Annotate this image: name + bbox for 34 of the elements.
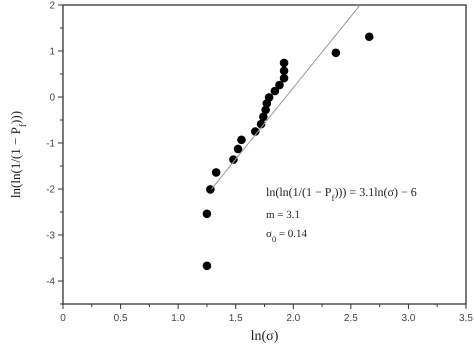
x-tick-label: 3.0 [401, 313, 416, 324]
point [280, 66, 288, 76]
x-tick-label: 1.5 [228, 313, 244, 324]
point [364, 32, 374, 42]
point [270, 86, 280, 96]
point [275, 80, 284, 90]
x-tick-label: 0 [60, 313, 66, 324]
y-tick-label: -2 [46, 184, 56, 196]
x-tick-label: 0.5 [114, 313, 128, 324]
point [206, 185, 215, 194]
x-tick-label: 1.0 [171, 313, 186, 324]
point [237, 135, 246, 144]
y-tick-label: 0 [49, 92, 56, 104]
x-axis-title: ln(σ) [250, 329, 279, 344]
annotation: m = 3.1 [266, 209, 300, 221]
point [202, 210, 212, 218]
point [280, 58, 288, 68]
y-tick-label: -1 [46, 138, 56, 150]
x-tick-label: 2.5 [344, 313, 358, 324]
y-tick-label: -3 [46, 230, 56, 242]
y-tick-label: 1 [49, 46, 56, 58]
point [259, 112, 268, 122]
annotation: σ$_{0}$ = 0.14 [266, 228, 308, 244]
point [212, 168, 220, 177]
y-tick-label: 2 [49, 0, 56, 12]
x-tick-label: 2.0 [286, 313, 301, 324]
annotation: ln(ln(1/(1 − P$_{f}$))) = 3.1ln(σ) − 6 [266, 185, 417, 203]
x-tick-label: 3.5 [459, 313, 474, 324]
point [234, 144, 242, 154]
point [332, 48, 340, 58]
point [280, 74, 288, 82]
point [264, 93, 274, 102]
point [202, 262, 212, 270]
y-tick-label: -4 [46, 276, 56, 288]
